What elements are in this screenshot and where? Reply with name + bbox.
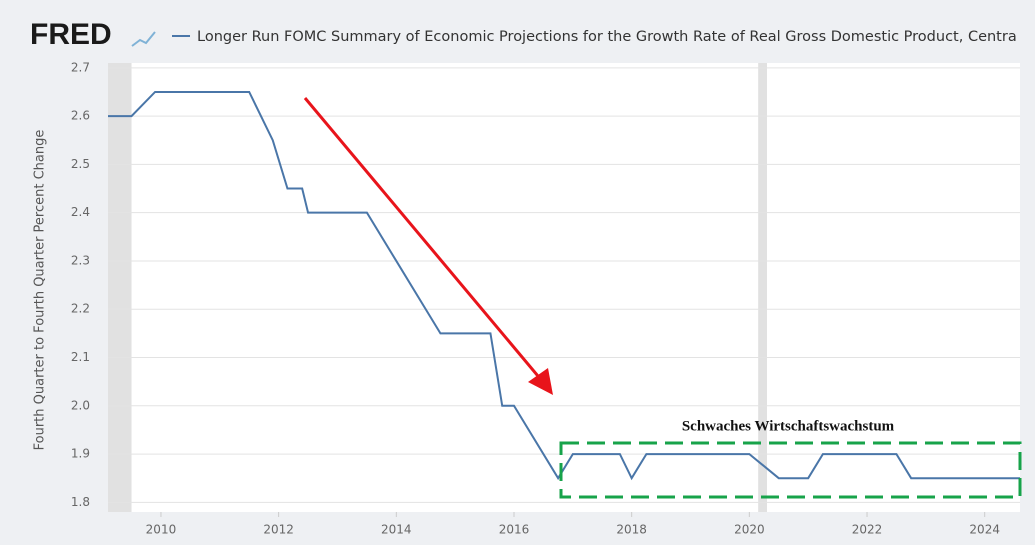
y-tick-label: 2.0 <box>71 398 90 412</box>
y-tick-label: 1.8 <box>71 495 90 509</box>
x-tick-label: 2018 <box>616 523 647 537</box>
recession-band <box>108 63 132 512</box>
x-tick-label: 2020 <box>734 523 765 537</box>
chart-title: Longer Run FOMC Summary of Economic Proj… <box>197 29 1017 45</box>
y-tick-label: 2.5 <box>71 157 90 171</box>
y-tick-label: 2.6 <box>71 109 90 123</box>
y-tick-label: 2.1 <box>71 350 90 364</box>
series-line <box>108 90 1020 481</box>
arrow-head <box>528 368 553 395</box>
y-axis-label: Fourth Quarter to Fourth Quarter Percent… <box>33 130 48 451</box>
recession-band <box>758 63 767 512</box>
logo-icon <box>131 31 156 47</box>
y-tick-label: 2.2 <box>71 302 90 316</box>
arrow <box>303 97 551 392</box>
x-tick-label: 2010 <box>146 523 177 537</box>
logo: FRED <box>30 18 112 51</box>
x-tick-label: 2024 <box>969 523 1000 537</box>
y-tick-label: 2.4 <box>71 205 90 219</box>
x-tick-label: 2014 <box>381 523 412 537</box>
y-tick-label: 1.9 <box>71 447 90 461</box>
x-tick-label: 2012 <box>263 523 294 537</box>
y-tick-label: 2.3 <box>71 253 90 267</box>
x-tick-label: 2016 <box>499 523 530 537</box>
plot-area <box>108 63 1020 512</box>
x-tick-label: 2022 <box>852 523 883 537</box>
annotation-box <box>559 441 1022 499</box>
annotation: Schwaches Wirtschaftswachstum <box>682 418 895 434</box>
y-tick-label: 2.7 <box>71 60 90 74</box>
